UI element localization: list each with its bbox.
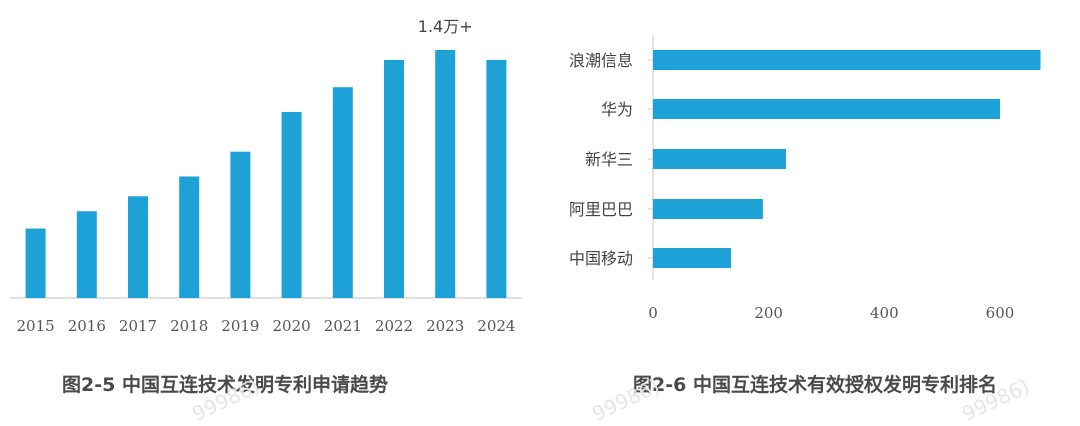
x-tick-label: 2016 [68, 317, 106, 335]
x-tick-label: 2017 [119, 317, 157, 335]
x-tick-label: 0 [648, 304, 658, 322]
x-tick-label: 2021 [324, 317, 362, 335]
bar [230, 151, 251, 298]
x-tick-label: 600 [986, 304, 1015, 322]
y-category-label: 阿里巴巴 [569, 200, 633, 219]
x-tick-label: 2019 [221, 317, 259, 335]
x-tick-label: 2022 [375, 317, 413, 335]
bar [653, 149, 787, 169]
x-tick-label: 2024 [477, 317, 515, 335]
left-chart-caption: 图2-5 中国互连技术发明专利申请趋势 [62, 374, 388, 396]
bar [281, 112, 302, 298]
bar [384, 59, 404, 298]
bar [653, 99, 1000, 119]
bar [486, 59, 507, 298]
right-chart-caption: 图2-6 中国互连技术有效授权发明专利排名 [633, 374, 997, 396]
y-category-label: 浪潮信息 [569, 51, 633, 70]
y-category-label: 新华三 [585, 150, 633, 169]
bar [332, 87, 353, 298]
x-tick-label: 2020 [273, 317, 311, 335]
x-tick-label: 2015 [17, 317, 55, 335]
x-tick-label: 400 [870, 304, 899, 322]
y-category-label: 华为 [601, 100, 633, 119]
bar [76, 211, 97, 298]
bar [128, 196, 148, 298]
charts-canvas: 2015 2016 2017 2018 2019 2020 2021 2022 2023 1.4万… [10, 17, 1041, 335]
data-label: 1.4万+ [418, 17, 473, 36]
bar [25, 228, 46, 298]
y-category-label: 中国移动 [569, 249, 633, 268]
x-tick-label: 2023 [426, 317, 464, 335]
x-tick-label: 200 [754, 304, 783, 322]
x-tick-label: 2018 [170, 317, 208, 335]
bar [653, 50, 1041, 70]
bar [653, 248, 732, 268]
patent-application-trend-chart: 2015 2016 2017 2018 2019 2020 2021 2022 2023 1.4万… [10, 17, 522, 335]
bar [435, 50, 456, 298]
bar [653, 199, 763, 219]
bar [179, 176, 200, 298]
